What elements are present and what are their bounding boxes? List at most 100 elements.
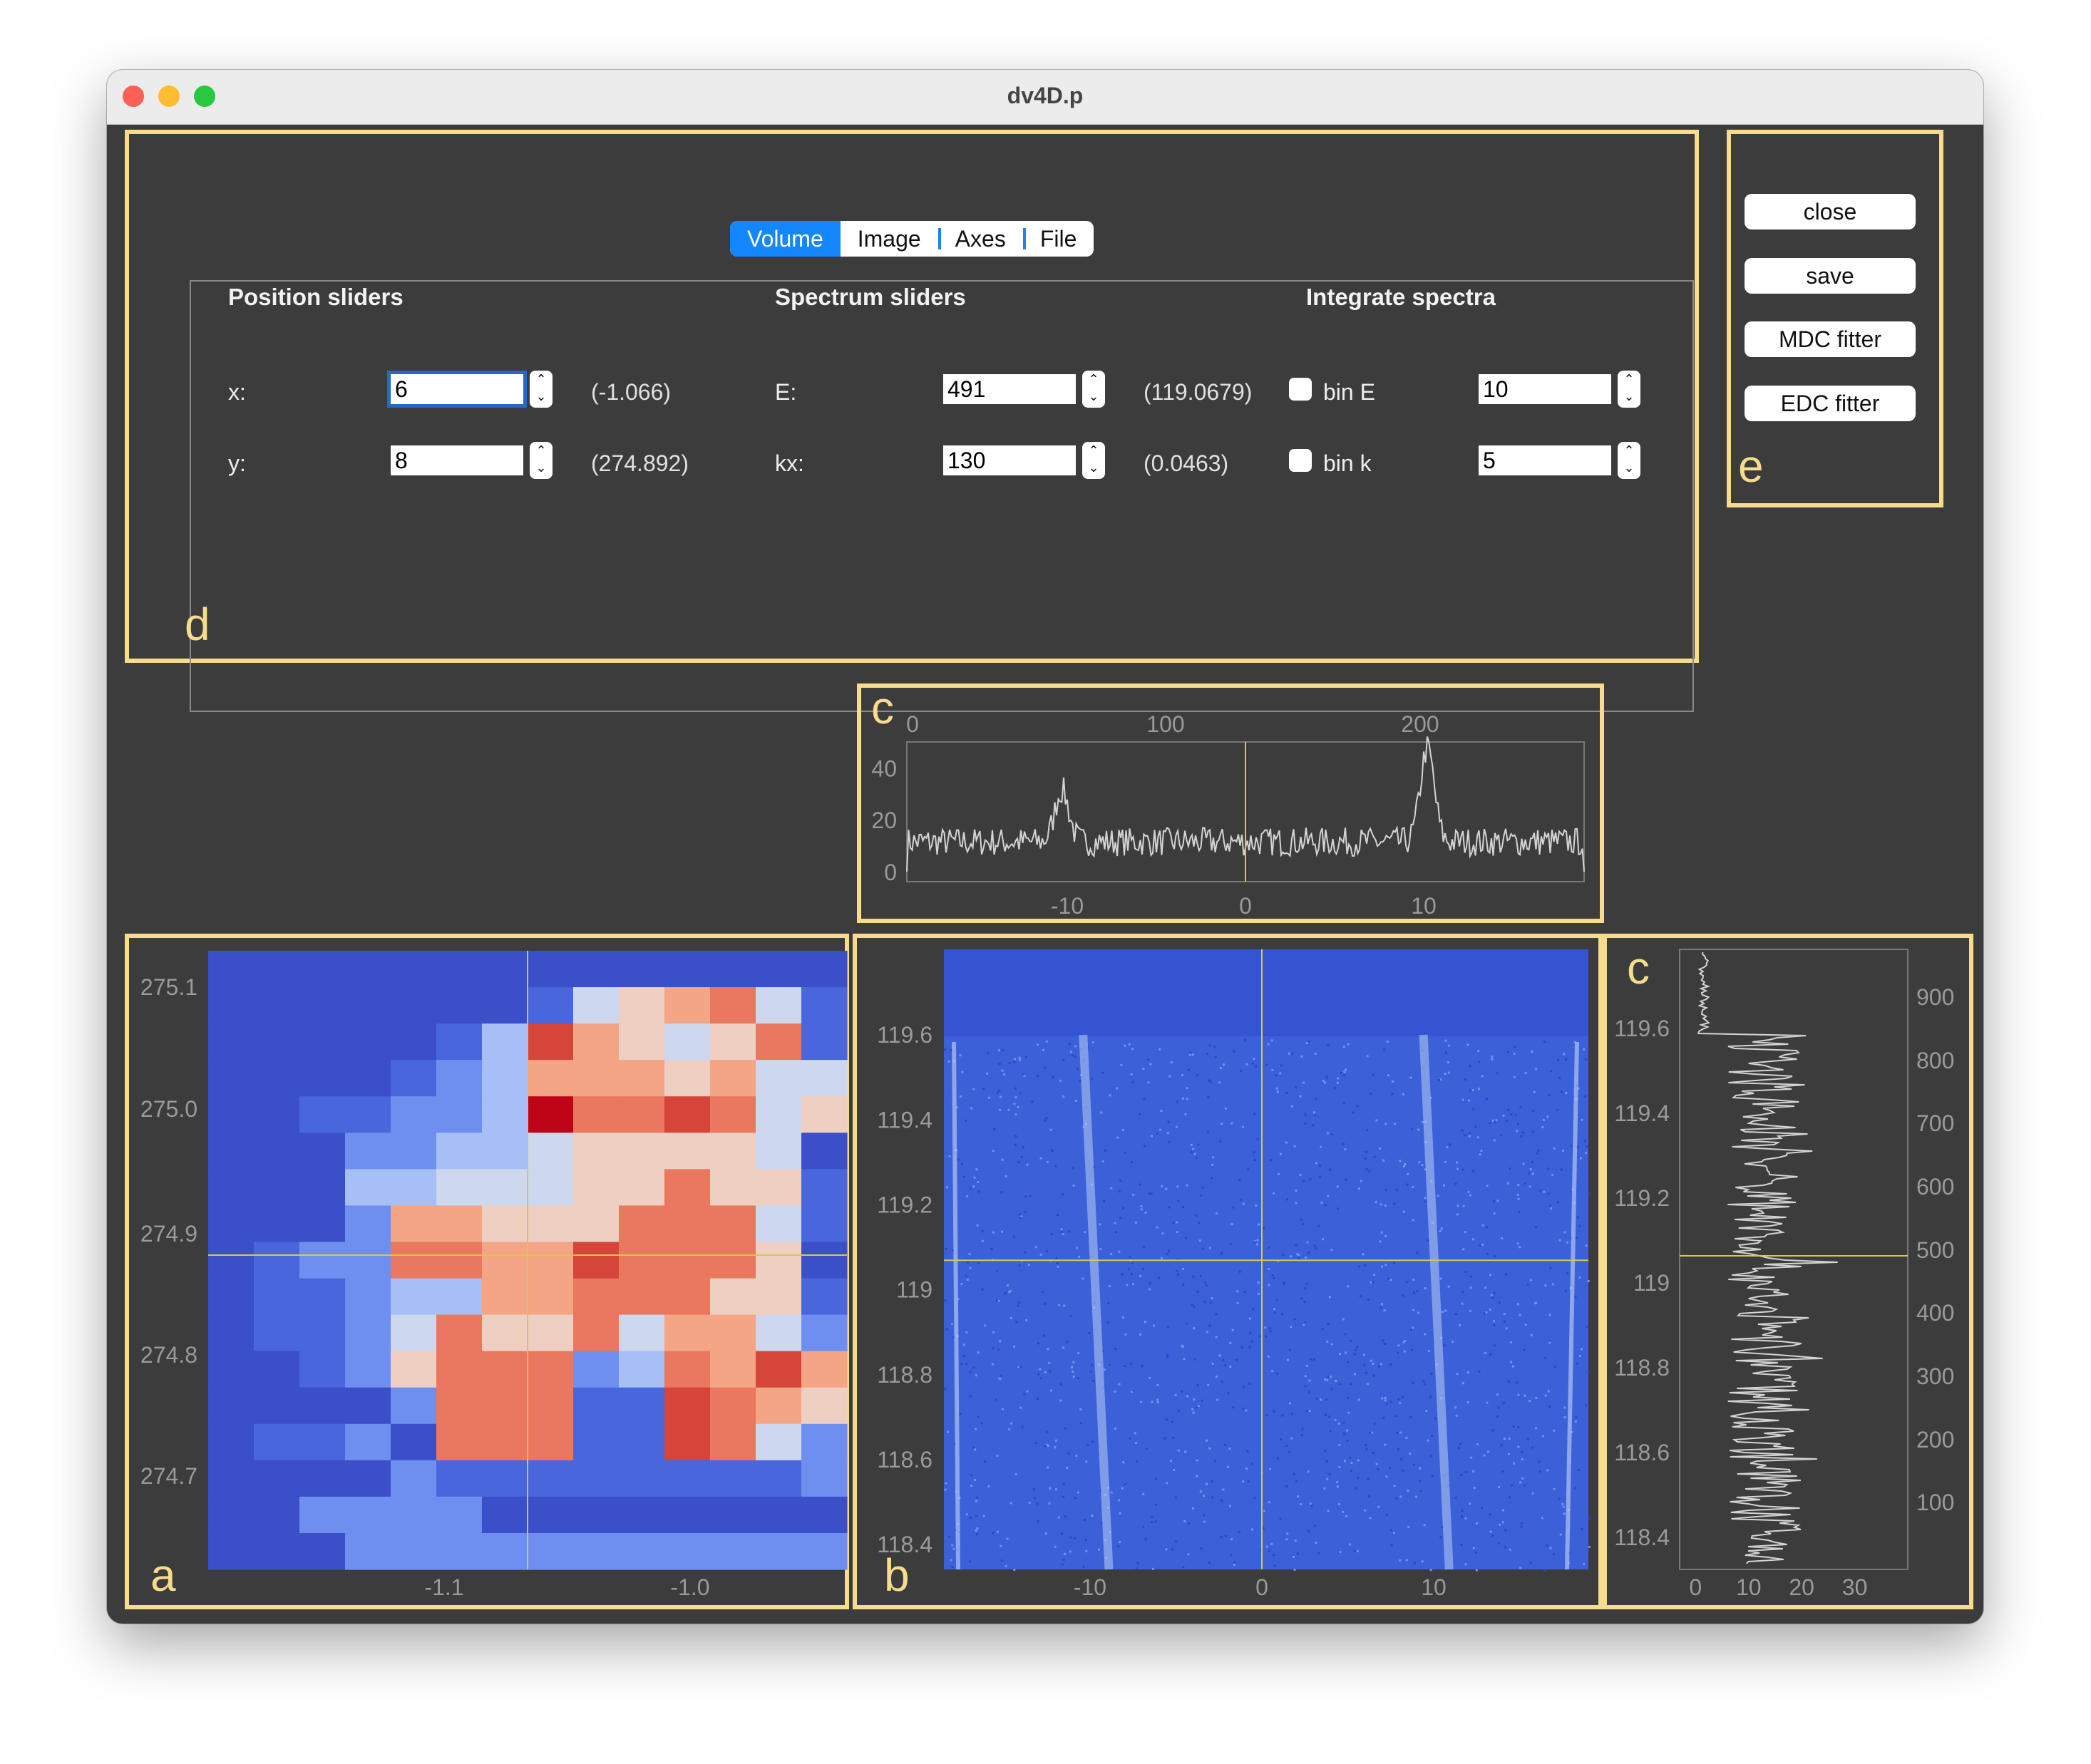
heatmap-cell <box>254 1096 300 1133</box>
ek-noise-pixel <box>973 1176 976 1179</box>
ek-noise-pixel <box>1309 1178 1312 1181</box>
heatmap-cell <box>254 1387 300 1425</box>
kx-slider-field[interactable]: 130 <box>943 445 1076 475</box>
ek-noise-pixel <box>1212 1156 1215 1159</box>
heatmap-cell <box>528 951 574 988</box>
ek-noise-pixel <box>1156 1401 1159 1404</box>
x-label: x: <box>228 379 246 405</box>
ek-noise-pixel <box>1529 1562 1532 1564</box>
ek-noise-pixel <box>1186 1098 1188 1100</box>
heatmap-cell <box>345 951 391 988</box>
ek-noise-pixel <box>1052 1076 1054 1078</box>
heatmap-cell <box>299 1205 346 1243</box>
mdc-fitter-button[interactable]: MDC fitter <box>1745 321 1916 357</box>
ek-noise-pixel <box>1490 1294 1493 1296</box>
y-stepper[interactable]: ⌃ ⌄ <box>530 442 553 479</box>
ek-noise-pixel <box>1337 1422 1340 1425</box>
heatmap-cell <box>208 951 255 988</box>
ek-noise-pixel <box>1419 1490 1422 1492</box>
ek-noise-pixel <box>1271 1274 1274 1276</box>
ek-noise-pixel <box>1347 1397 1350 1400</box>
bin-k-field[interactable]: 5 <box>1479 445 1611 475</box>
ek-noise-pixel <box>1074 1056 1077 1058</box>
ek-noise-pixel <box>1099 1248 1102 1251</box>
ek-noise-pixel <box>1209 1080 1212 1083</box>
ek-noise-pixel <box>1444 1039 1447 1042</box>
ek-noise-pixel <box>1005 1175 1007 1178</box>
heatmap-cell <box>528 1387 574 1425</box>
heatmap-cell <box>710 1387 756 1425</box>
ek-noise-pixel <box>1330 1249 1333 1252</box>
y-position-field[interactable]: 8 <box>391 445 523 475</box>
ek-noise-pixel <box>1327 1322 1330 1325</box>
ek-noise-pixel <box>1207 1095 1210 1098</box>
ek-noise-pixel <box>1366 1055 1369 1058</box>
bin-e-field[interactable]: 10 <box>1479 374 1611 404</box>
heatmap-cell <box>710 1351 756 1388</box>
ek-noise-pixel <box>1238 1270 1241 1273</box>
heatmap-cell <box>573 1314 620 1352</box>
bin-e-stepper[interactable]: ⌃ ⌄ <box>1618 371 1640 408</box>
ek-noise-pixel <box>1353 1549 1356 1552</box>
ek-noise-pixel <box>1010 1422 1013 1425</box>
tab-image[interactable]: Image <box>857 226 921 252</box>
ek-noise-pixel <box>1362 1253 1365 1256</box>
bin-k-checkbox[interactable] <box>1289 449 1312 472</box>
ek-noise-pixel <box>1187 1553 1190 1556</box>
ek-noise-pixel <box>1455 1414 1458 1417</box>
x-position-field[interactable]: 6 <box>387 371 527 408</box>
ek-noise-pixel <box>1491 1429 1494 1432</box>
ek-noise-pixel <box>1072 1361 1075 1363</box>
ek-noise-pixel <box>1464 1517 1467 1520</box>
ek-noise-pixel <box>1561 1149 1564 1152</box>
ek-noise-pixel <box>1430 1372 1433 1375</box>
close-window-icon[interactable] <box>123 86 144 107</box>
ek-noise-pixel <box>1267 1355 1270 1358</box>
ek-noise-pixel <box>1434 1417 1437 1420</box>
ek-noise-pixel <box>1021 1156 1024 1159</box>
ek-noise-pixel <box>1326 1477 1329 1480</box>
heatmap-cell <box>573 1133 620 1170</box>
minimize-window-icon[interactable] <box>158 86 180 107</box>
ek-noise-pixel <box>975 1500 978 1502</box>
ek-noise-pixel <box>1289 1402 1292 1405</box>
heatmap-cell <box>208 1460 255 1497</box>
ek-noise-pixel <box>1462 1248 1465 1251</box>
heatmap-cell <box>756 1532 802 1570</box>
ek-noise-pixel <box>1387 1277 1390 1280</box>
bin-e-checkbox[interactable] <box>1289 378 1312 401</box>
ek-noise-pixel <box>1203 1514 1206 1517</box>
x-stepper[interactable]: ⌃ ⌄ <box>530 371 553 408</box>
ek-noise-pixel <box>1504 1529 1507 1532</box>
energy-readout: (119.0679) <box>1144 379 1253 405</box>
tab-volume[interactable]: Volume <box>730 221 841 257</box>
zoom-window-icon[interactable] <box>194 86 215 107</box>
ek-noise-pixel <box>1392 1532 1395 1535</box>
close-button[interactable]: close <box>1745 194 1916 229</box>
save-button[interactable]: save <box>1745 258 1916 294</box>
bin-k-stepper[interactable]: ⌃ ⌄ <box>1618 442 1640 479</box>
ek-noise-pixel <box>1182 1205 1185 1208</box>
edc-fitter-button[interactable]: EDC fitter <box>1745 386 1916 421</box>
ek-noise-pixel <box>1360 1295 1362 1298</box>
ek-noise-pixel <box>1570 1144 1573 1147</box>
ek-noise-pixel <box>1238 1530 1240 1533</box>
energy-slider-field[interactable]: 491 <box>943 374 1076 404</box>
ek-noise-pixel <box>1042 1291 1044 1294</box>
ek-noise-pixel <box>1437 1195 1439 1197</box>
ek-noise-pixel <box>1106 1321 1109 1324</box>
ek-noise-pixel <box>1039 1157 1042 1160</box>
ek-noise-pixel <box>1476 1136 1479 1139</box>
ek-noise-pixel <box>1431 1474 1434 1477</box>
heatmap-cell <box>208 1060 255 1097</box>
energy-stepper[interactable]: ⌃ ⌄ <box>1082 371 1105 408</box>
tab-axes[interactable]: Axes <box>937 221 1023 257</box>
map-x-tick: -1.0 <box>670 1574 709 1600</box>
ek-noise-pixel <box>1519 1481 1522 1484</box>
heatmap-cell <box>710 1169 756 1207</box>
ek-noise-pixel <box>1347 1285 1350 1288</box>
kx-stepper[interactable]: ⌃ ⌄ <box>1082 442 1105 479</box>
ek-noise-pixel <box>1372 1281 1375 1284</box>
mdc-top-tick: 200 <box>1401 711 1439 737</box>
tab-file[interactable]: File <box>1022 221 1094 257</box>
